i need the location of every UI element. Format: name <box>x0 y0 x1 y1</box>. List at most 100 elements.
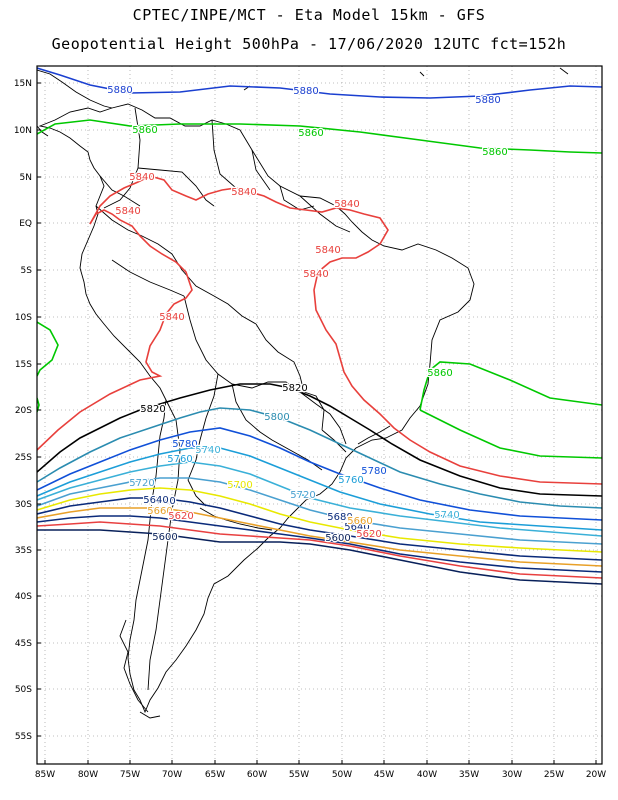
lon-tick-label: 85W <box>35 770 55 780</box>
lat-tick-label: 15S <box>15 360 32 370</box>
lat-tick-label: 40S <box>15 592 32 602</box>
lon-tick-label: 65W <box>205 770 225 780</box>
contour-label-5600: 5600 <box>325 533 350 544</box>
lat-tick-label: 35S <box>15 546 32 556</box>
coastline-segment <box>303 391 325 431</box>
lon-tick-label: 45W <box>374 770 394 780</box>
lon-tick-label: 35W <box>459 770 479 780</box>
coastline-segment <box>183 295 233 385</box>
lat-tick-label: 20S <box>15 406 32 416</box>
coastline-segment <box>119 619 149 713</box>
contour-line-5800 <box>37 407 602 509</box>
lon-tick-label: 70W <box>162 770 182 780</box>
lon-tick-label: 60W <box>247 770 267 780</box>
contour-line-5860 <box>419 361 602 411</box>
contour-line-5840 <box>37 209 193 451</box>
lon-tick-label: 55W <box>289 770 309 780</box>
lat-tick-label: 5N <box>20 173 32 183</box>
coastline-segment <box>99 175 141 207</box>
contour-label-5660: 5660 <box>347 516 372 527</box>
coastline-segment <box>199 507 273 531</box>
coastline-segment <box>103 107 141 209</box>
contour-label-5780: 5780 <box>172 439 197 450</box>
plot-frame <box>36 65 603 765</box>
contour-label-5860: 5860 <box>298 128 323 139</box>
geopotential-contours <box>37 67 602 585</box>
coastline-segment <box>37 69 113 109</box>
contour-label-5760: 5760 <box>167 454 192 465</box>
lon-tick-label: 20W <box>586 770 606 780</box>
contour-line-5860 <box>37 321 59 377</box>
coastline-segment <box>211 119 251 197</box>
lat-tick-label: 45S <box>15 639 32 649</box>
lon-tick-label: 75W <box>120 770 140 780</box>
coastline-segment <box>231 381 301 393</box>
contour-line-5880 <box>37 67 602 99</box>
contour-label-5840: 5840 <box>315 245 340 256</box>
contour-line-5640 <box>37 515 602 573</box>
map-title-line-2: Geopotential Height 500hPa - 17/06/2020 … <box>51 35 567 53</box>
lat-tick-label: EQ <box>19 219 32 229</box>
lat-tick-label: 30S <box>15 500 32 510</box>
contour-label-5640: 5640 <box>344 522 369 533</box>
lat-tick-label: 10S <box>15 313 32 323</box>
coastline-segment <box>139 711 161 719</box>
lon-tick-label: 30W <box>502 770 522 780</box>
contour-label-5720: 5720 <box>290 490 315 501</box>
contour-label-5840: 5840 <box>129 172 154 183</box>
contour-label-5760: 5760 <box>338 475 363 486</box>
contour-line-5780 <box>37 427 602 521</box>
contour-label-5660: 5660 <box>147 506 172 517</box>
map-title-line-1: CPTEC/INPE/MCT - Eta Model 15km - GFS <box>132 6 486 24</box>
contour-label-5860: 5860 <box>427 368 452 379</box>
coastlines-and-borders <box>37 67 569 719</box>
contour-line-5700 <box>37 487 602 553</box>
contour-line-5620 <box>37 521 602 579</box>
coastline-segment <box>137 167 215 207</box>
contour-line-5820 <box>37 383 602 497</box>
contour-label-5720: 5720 <box>129 478 154 489</box>
contour-labels: 5880 5880 5880 5860 5860 5860 5860 5840 5840 5840… <box>106 84 509 546</box>
contour-label-5840: 5840 <box>115 206 140 217</box>
contour-label-5820: 5820 <box>282 383 307 394</box>
contour-label-5600: 5600 <box>152 532 177 543</box>
coastline-segment <box>321 429 347 453</box>
lat-tick-label: 5S <box>21 266 33 276</box>
contour-label-5840: 5840 <box>231 187 256 198</box>
coastline-segment <box>181 269 257 325</box>
lat-tick-label: 55S <box>15 732 32 742</box>
lat-tick-label: 10N <box>14 126 32 136</box>
contour-line-5860 <box>419 409 602 459</box>
contour-label-5620: 5620 <box>356 529 381 540</box>
contour-line-5660 <box>37 507 602 567</box>
graticule-grid <box>37 66 602 764</box>
contour-label-5680: 5680 <box>150 496 175 507</box>
contour-label-5880: 5880 <box>293 86 318 97</box>
contour-label-5680: 5680 <box>327 512 352 523</box>
contour-line-5740 <box>37 461 602 537</box>
contour-label-5740: 5740 <box>434 510 459 521</box>
coastline-segment <box>95 205 183 271</box>
lat-tick-label: 50S <box>15 685 32 695</box>
coastline-segment <box>419 71 425 77</box>
contour-label-5840: 5840 <box>334 199 359 210</box>
contour-label-5840: 5840 <box>159 312 184 323</box>
coastline-segment <box>231 383 323 471</box>
axis-labels: 15N 10N 5N EQ 5S 10S 15S 20S 25S 30S 35S 40S 45S 50S 5… <box>14 79 606 780</box>
contour-label-5820: 5820 <box>140 404 165 415</box>
coastline-segment <box>559 67 569 75</box>
contour-label-5860: 5860 <box>132 125 157 136</box>
contour-label-5840: 5840 <box>303 269 328 280</box>
lon-tick-label: 50W <box>332 770 352 780</box>
contour-label-5800: 5800 <box>264 412 289 423</box>
contour-label-5880: 5880 <box>107 85 132 96</box>
contour-line-5860 <box>37 119 602 154</box>
lon-tick-label: 80W <box>78 770 98 780</box>
coastline-segment <box>255 323 305 393</box>
lon-tick-label: 25W <box>544 770 564 780</box>
coastline-segment <box>147 399 181 691</box>
coastline-segment <box>299 195 351 233</box>
contour-label-5860: 5860 <box>482 147 507 158</box>
contour-line-5720 <box>37 477 602 545</box>
